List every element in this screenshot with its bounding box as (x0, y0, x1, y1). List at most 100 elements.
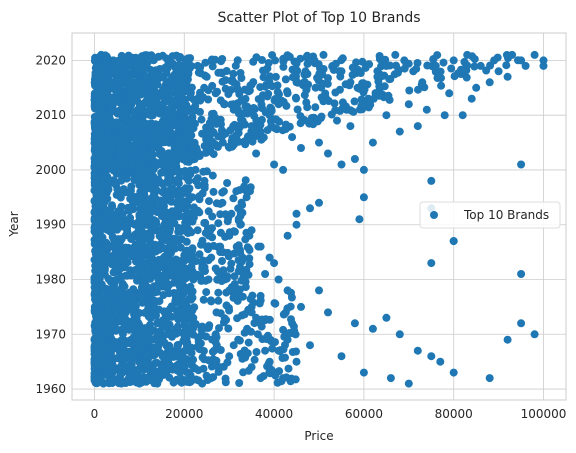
scatter-point (115, 143, 124, 152)
scatter-point (279, 374, 288, 383)
scatter-point (130, 220, 139, 229)
scatter-point (261, 346, 270, 355)
scatter-point (90, 369, 99, 378)
scatter-point (217, 120, 225, 129)
scatter-point (138, 201, 147, 210)
scatter-point (248, 137, 257, 146)
scatter-point (252, 149, 261, 158)
scatter-point (121, 293, 129, 302)
scatter-point (180, 251, 189, 260)
scatter-point (202, 288, 211, 297)
scatter-point (208, 118, 217, 127)
scatter-point (167, 197, 176, 206)
scatter-point (274, 275, 283, 284)
scatter-point (318, 79, 327, 88)
scatter-point (265, 253, 274, 262)
scatter-point (359, 193, 368, 202)
scatter-point (91, 328, 100, 337)
scatter-point (270, 299, 279, 308)
scatter-point (243, 324, 252, 333)
scatter-point (172, 362, 180, 371)
scatter-point (161, 63, 170, 72)
scatter-point (463, 50, 472, 59)
scatter-point (174, 134, 183, 143)
scatter-point (184, 176, 193, 185)
scatter-point (218, 77, 227, 86)
scatter-point (292, 78, 301, 87)
scatter-point (119, 78, 128, 87)
scatter-point (155, 122, 164, 131)
scatter-point (127, 235, 136, 243)
scatter-point (99, 379, 108, 388)
scatter-point (222, 315, 231, 324)
x-tick-label: 0 (91, 407, 99, 421)
scatter-point (213, 275, 222, 284)
scatter-point (92, 297, 100, 306)
scatter-point (103, 291, 112, 300)
scatter-point (350, 97, 359, 106)
scatter-point (358, 57, 367, 66)
scatter-point (224, 324, 233, 333)
scatter-point (188, 244, 197, 253)
scatter-point (170, 219, 179, 228)
scatter-point (283, 231, 292, 240)
scatter-point (202, 135, 211, 144)
y-tick-label: 2000 (35, 163, 66, 177)
scatter-point (350, 319, 359, 328)
scatter-point (90, 208, 99, 217)
scatter-point (266, 103, 275, 112)
scatter-point (357, 101, 366, 110)
scatter-point (229, 78, 238, 87)
scatter-point (450, 72, 459, 81)
scatter-point (108, 202, 117, 211)
scatter-point (449, 56, 458, 65)
scatter-point (118, 121, 126, 130)
scatter-point (130, 196, 139, 205)
scatter-point (328, 61, 337, 70)
scatter-point (173, 144, 182, 152)
scatter-point (297, 302, 305, 311)
scatter-point (110, 120, 119, 129)
scatter-point (429, 55, 438, 63)
scatter-point (216, 309, 225, 318)
scatter-point (153, 284, 162, 293)
scatter-point (292, 209, 301, 218)
scatter-point (395, 330, 404, 339)
scatter-point (172, 167, 180, 176)
scatter-point (229, 123, 238, 131)
scatter-point (364, 94, 373, 103)
scatter-point (427, 259, 436, 268)
scatter-point (306, 204, 314, 213)
scatter-point (290, 326, 299, 335)
scatter-point (384, 91, 393, 100)
scatter-point (130, 108, 139, 117)
scatter-point (233, 56, 242, 65)
scatter-point (241, 94, 250, 103)
scatter-point (258, 104, 267, 113)
scatter-point (315, 138, 323, 147)
scatter-point (136, 359, 145, 368)
scatter-point (209, 150, 218, 159)
scatter-point (300, 116, 309, 124)
scatter-point (196, 339, 205, 348)
scatter-point (283, 335, 292, 344)
scatter-point (273, 88, 282, 97)
scatter-point (153, 319, 162, 328)
scatter-point (112, 290, 121, 299)
scatter-point (193, 61, 202, 70)
scatter-point (199, 167, 208, 176)
scatter-point (252, 313, 261, 322)
scatter-point (433, 74, 442, 82)
scatter-point (233, 85, 242, 94)
scatter-point (189, 313, 198, 322)
scatter-point (207, 374, 216, 383)
scatter-point (103, 210, 112, 219)
scatter-point (195, 192, 204, 201)
scatter-point (141, 71, 150, 80)
scatter-point (162, 77, 171, 86)
scatter-point (517, 319, 526, 328)
scatter-point (250, 355, 259, 364)
scatter-point (127, 161, 136, 170)
scatter-point (108, 145, 117, 154)
scatter-point (281, 353, 289, 362)
